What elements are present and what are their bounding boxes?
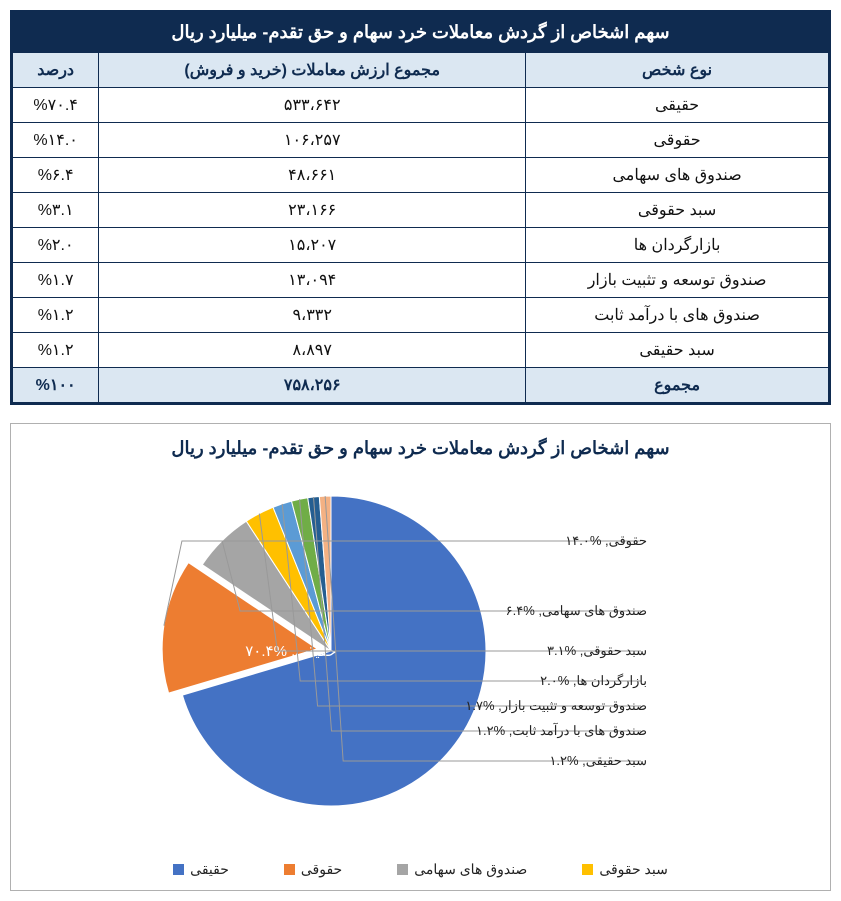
cell-pct: %۳.۱ [13, 193, 99, 228]
cell-value: ۱۰۶،۲۵۷ [99, 123, 526, 158]
cell-pct: %۱.۲ [13, 298, 99, 333]
cell-value: ۲۳،۱۶۶ [99, 193, 526, 228]
cell-value: ۱۳،۰۹۴ [99, 263, 526, 298]
cell-type: صندوق های سهامی [526, 158, 829, 193]
legend-swatch [582, 864, 593, 875]
total-type: مجموع [526, 368, 829, 403]
legend-label: صندوق های سهامی [414, 861, 527, 878]
legend-label: حقوقی [301, 861, 342, 878]
cell-pct: %۱.۷ [13, 263, 99, 298]
slice-label-6: صندوق های با درآمد ثابت, %۱.۲ [476, 722, 647, 739]
share-table: سهم اشخاص از گردش معاملات خرد سهام و حق … [10, 10, 831, 405]
legend-label: حقیقی [190, 861, 229, 878]
col-pct: درصد [13, 53, 99, 88]
chart-body: حقیقی, %۷۰.۴حقوقی, %۱۴.۰صندوق های سهامی,… [21, 471, 820, 851]
slice-label-7: سبد حقیقی, %۱.۲ [549, 753, 647, 768]
table: سهم اشخاص از گردش معاملات خرد سهام و حق … [12, 12, 829, 403]
legend-label: سبد حقوقی [599, 861, 668, 878]
pie-svg: حقیقی, %۷۰.۴حقوقی, %۱۴.۰صندوق های سهامی,… [161, 481, 821, 841]
slice-label-2: صندوق های سهامی, %۶.۴ [506, 603, 647, 619]
legend-swatch [284, 864, 295, 875]
cell-pct: %۲.۰ [13, 228, 99, 263]
cell-value: ۹،۳۳۲ [99, 298, 526, 333]
cell-type: سبد حقوقی [526, 193, 829, 228]
total-value: ۷۵۸،۲۵۶ [99, 368, 526, 403]
pie-chart-panel: سهم اشخاص از گردش معاملات خرد سهام و حق … [10, 423, 831, 891]
slice-label-3: سبد حقوقی, %۳.۱ [547, 643, 647, 659]
legend-swatch [173, 864, 184, 875]
slice-label-4: بازارگردان ها, %۲.۰ [540, 673, 647, 689]
legend-item: حقوقی [284, 861, 342, 878]
total-pct: %۱۰۰ [13, 368, 99, 403]
cell-value: ۴۸،۶۶۱ [99, 158, 526, 193]
cell-pct: %۶.۴ [13, 158, 99, 193]
cell-type: حقوقی [526, 123, 829, 158]
legend-item: حقیقی [173, 861, 229, 878]
legend-item: صندوق های سهامی [397, 861, 527, 878]
legend-swatch [397, 864, 408, 875]
legend-item: سبد حقوقی [582, 861, 668, 878]
cell-type: صندوق توسعه و تثبیت بازار [526, 263, 829, 298]
cell-type: صندوق های با درآمد ثابت [526, 298, 829, 333]
cell-value: ۵۳۳،۶۴۲ [99, 88, 526, 123]
cell-type: سبد حقیقی [526, 333, 829, 368]
cell-pct: %۱.۲ [13, 333, 99, 368]
cell-value: ۱۵،۲۰۷ [99, 228, 526, 263]
legend: حقیقی حقوقی صندوق های سهامی سبد حقوقی [21, 851, 820, 882]
col-value: مجموع ارزش معاملات (خرید و فروش) [99, 53, 526, 88]
cell-type: حقیقی [526, 88, 829, 123]
col-type: نوع شخص [526, 53, 829, 88]
cell-pct: %۱۴.۰ [13, 123, 99, 158]
slice-label-1: حقوقی, %۱۴.۰ [565, 533, 647, 549]
slice-label-5: صندوق توسعه و تثبیت بازار, %۱.۷ [465, 698, 647, 714]
chart-title: سهم اشخاص از گردش معاملات خرد سهام و حق … [21, 438, 820, 459]
cell-pct: %۷۰.۴ [13, 88, 99, 123]
table-title: سهم اشخاص از گردش معاملات خرد سهام و حق … [13, 13, 829, 53]
cell-type: بازارگردان ها [526, 228, 829, 263]
cell-value: ۸،۸۹۷ [99, 333, 526, 368]
